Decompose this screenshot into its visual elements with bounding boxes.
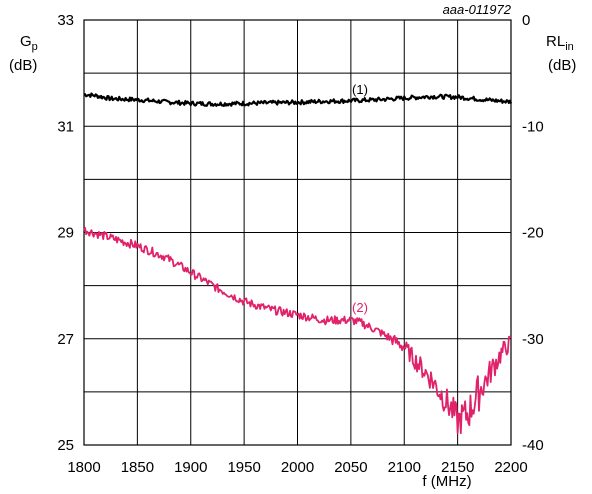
y-left-tick-label: 27 xyxy=(57,331,74,348)
y-right-axis-ticks: -40 -30 -20 -10 0 xyxy=(522,12,544,454)
y-left-axis-label: Gp xyxy=(20,33,38,53)
y-left-tick-label: 29 xyxy=(57,225,74,242)
y-right-tick-label: -10 xyxy=(522,118,544,135)
x-tick-label: 1950 xyxy=(227,459,260,476)
y-right-axis-unit: (dB) xyxy=(548,57,576,74)
y-left-axis-unit: (dB) xyxy=(9,57,37,74)
y-right-label-sub: in xyxy=(565,41,574,53)
y-right-label-main: RL xyxy=(546,33,565,50)
x-tick-label: 2100 xyxy=(388,459,421,476)
x-tick-label: 2000 xyxy=(281,459,314,476)
y-right-tick-label: -40 xyxy=(522,437,544,454)
y-left-axis-ticks: 25 27 29 31 33 xyxy=(57,12,74,454)
x-tick-label: 1800 xyxy=(67,459,100,476)
x-axis-label: f (MHz) xyxy=(422,473,471,490)
y-left-label-main: G xyxy=(20,33,32,50)
x-tick-label: 1850 xyxy=(121,459,154,476)
y-left-tick-label: 25 xyxy=(57,437,74,454)
y-right-tick-label: -30 xyxy=(522,331,544,348)
y-left-tick-label: 33 xyxy=(57,12,74,29)
x-tick-label: 1900 xyxy=(174,459,207,476)
series-2-line xyxy=(83,227,512,435)
x-axis-ticks: 1800 1850 1900 1950 2000 2050 2100 2150 2200 xyxy=(67,459,527,476)
y-left-tick-label: 31 xyxy=(57,118,74,135)
x-tick-label: 2150 xyxy=(441,459,474,476)
x-tick-label: 2200 xyxy=(494,459,527,476)
y-left-label-sub: p xyxy=(32,41,38,53)
grid xyxy=(84,20,511,445)
y-right-tick-label: 0 xyxy=(522,12,530,29)
y-right-tick-label: -20 xyxy=(522,225,544,242)
y-right-axis-label: RLin xyxy=(546,33,574,53)
x-tick-label: 2050 xyxy=(334,459,367,476)
series-2-annotation: (2) xyxy=(352,300,368,315)
series-1-annotation: (1) xyxy=(352,82,368,97)
series-1-line xyxy=(83,92,513,108)
figure-reference: aaa-011972 xyxy=(443,2,512,17)
series-layer xyxy=(83,92,513,435)
plot-frame xyxy=(83,19,512,446)
